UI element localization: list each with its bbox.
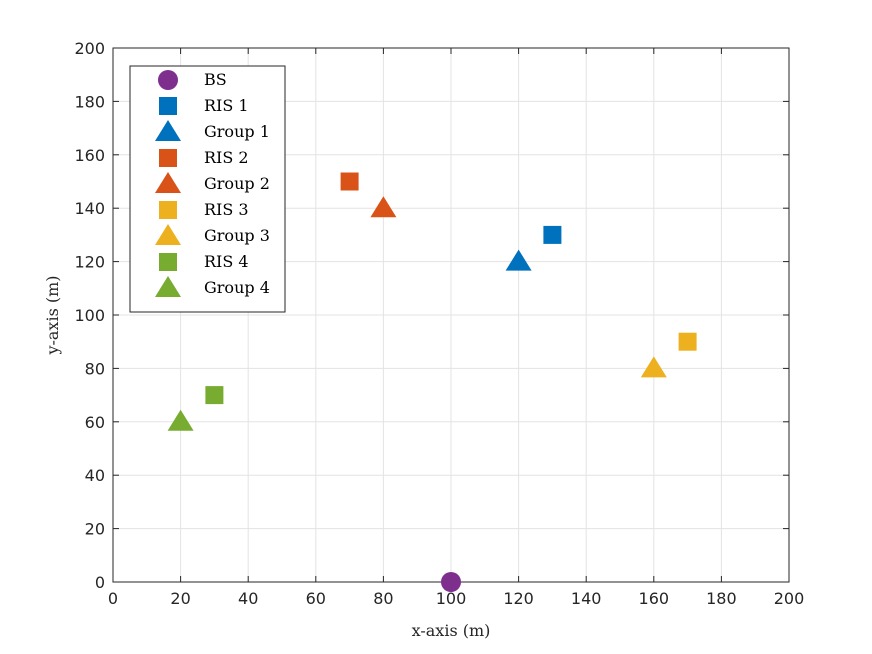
legend-label-group-3: Group 3 — [204, 226, 270, 245]
legend-label-group-1: Group 1 — [204, 122, 270, 141]
y-tick-label: 20 — [85, 520, 105, 539]
x-tick-label: 120 — [503, 589, 534, 608]
point-group-4 — [167, 409, 194, 431]
legend-label-group-2: Group 2 — [204, 174, 270, 193]
y-tick-label: 60 — [85, 413, 105, 432]
x-axis-label: x-axis (m) — [412, 621, 491, 640]
y-axis-label: y-axis (m) — [43, 275, 62, 355]
point-ris-4 — [205, 386, 224, 405]
x-tick-label: 60 — [306, 589, 326, 608]
y-tick-label: 160 — [74, 146, 105, 165]
data-points — [167, 172, 697, 592]
x-tick-label: 200 — [774, 589, 805, 608]
x-tick-label: 80 — [373, 589, 393, 608]
legend-label-ris-2: RIS 2 — [204, 148, 249, 167]
legend-marker-group-1 — [155, 120, 181, 141]
point-ris-3 — [678, 332, 697, 351]
legend-marker-ris-3 — [159, 201, 177, 219]
y-tick-label: 120 — [74, 253, 105, 272]
legend-label-ris-4: RIS 4 — [204, 252, 249, 271]
x-tick-label: 0 — [108, 589, 118, 608]
point-ris-2 — [340, 172, 359, 191]
x-tick-label: 140 — [571, 589, 602, 608]
legend-marker-group-2 — [155, 172, 181, 193]
axis-ticks: 0 20 40 60 80 100 120 140 160 180 200 0 20 40 60 80 100 1… — [74, 39, 804, 608]
legend-marker-group-4 — [155, 276, 181, 297]
legend-box — [129, 65, 286, 313]
legend-label-ris-1: RIS 1 — [204, 96, 249, 115]
legend-marker-ris-2 — [159, 149, 177, 167]
y-tick-label: 140 — [74, 199, 105, 218]
legend-marker-ris-4 — [159, 253, 177, 271]
y-tick-label: 80 — [85, 359, 105, 378]
point-group-3 — [640, 356, 667, 378]
x-tick-label: 180 — [706, 589, 737, 608]
y-tick-label: 180 — [74, 92, 105, 111]
y-tick-label: 0 — [95, 573, 105, 592]
legend: BS RIS 1 Group 1 RIS 2 Group 2 RIS 3 Group 3 RI… — [129, 65, 286, 313]
x-tick-label: 20 — [170, 589, 190, 608]
legend-label-group-4: Group 4 — [204, 278, 270, 297]
legend-marker-bs — [158, 70, 178, 90]
x-tick-label: 160 — [639, 589, 670, 608]
x-tick-label: 100 — [436, 589, 467, 608]
legend-label-ris-3: RIS 3 — [204, 200, 249, 219]
point-ris-1 — [543, 225, 562, 244]
legend-marker-ris-1 — [159, 97, 177, 115]
point-group-1 — [505, 249, 532, 271]
legend-label-bs: BS — [204, 70, 227, 89]
point-bs — [441, 572, 461, 592]
y-tick-label: 100 — [74, 306, 105, 325]
point-group-2 — [370, 196, 397, 218]
x-tick-label: 40 — [238, 589, 258, 608]
legend-marker-group-3 — [155, 224, 181, 245]
y-tick-label: 200 — [74, 39, 105, 58]
y-tick-label: 40 — [85, 466, 105, 485]
